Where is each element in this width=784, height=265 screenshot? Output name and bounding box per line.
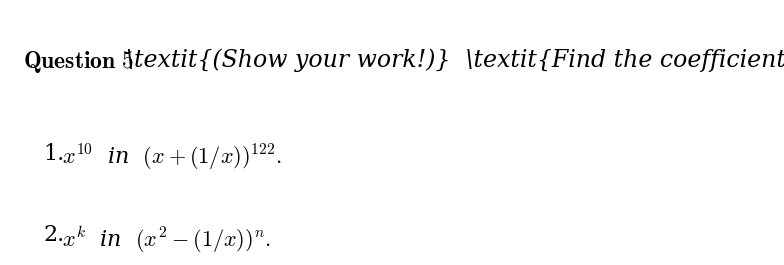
Text: $x^k$  in  $(x^2 - (1/x))^n.$: $x^k$ in $(x^2 - (1/x))^n.$ <box>62 224 271 255</box>
Text: $\mathbf{Question\ 5}$: $\mathbf{Question\ 5}$ <box>23 48 134 74</box>
Text: 2.: 2. <box>44 224 65 246</box>
Text: $x^{10}$  in  $(x + (1/x))^{122}.$: $x^{10}$ in $(x + (1/x))^{122}.$ <box>62 143 282 173</box>
Text: \textit{(Show your work!)}  \textit{Find the coefficients of}: \textit{(Show your work!)} \textit{Find … <box>125 48 784 72</box>
Text: 1.: 1. <box>44 143 65 165</box>
